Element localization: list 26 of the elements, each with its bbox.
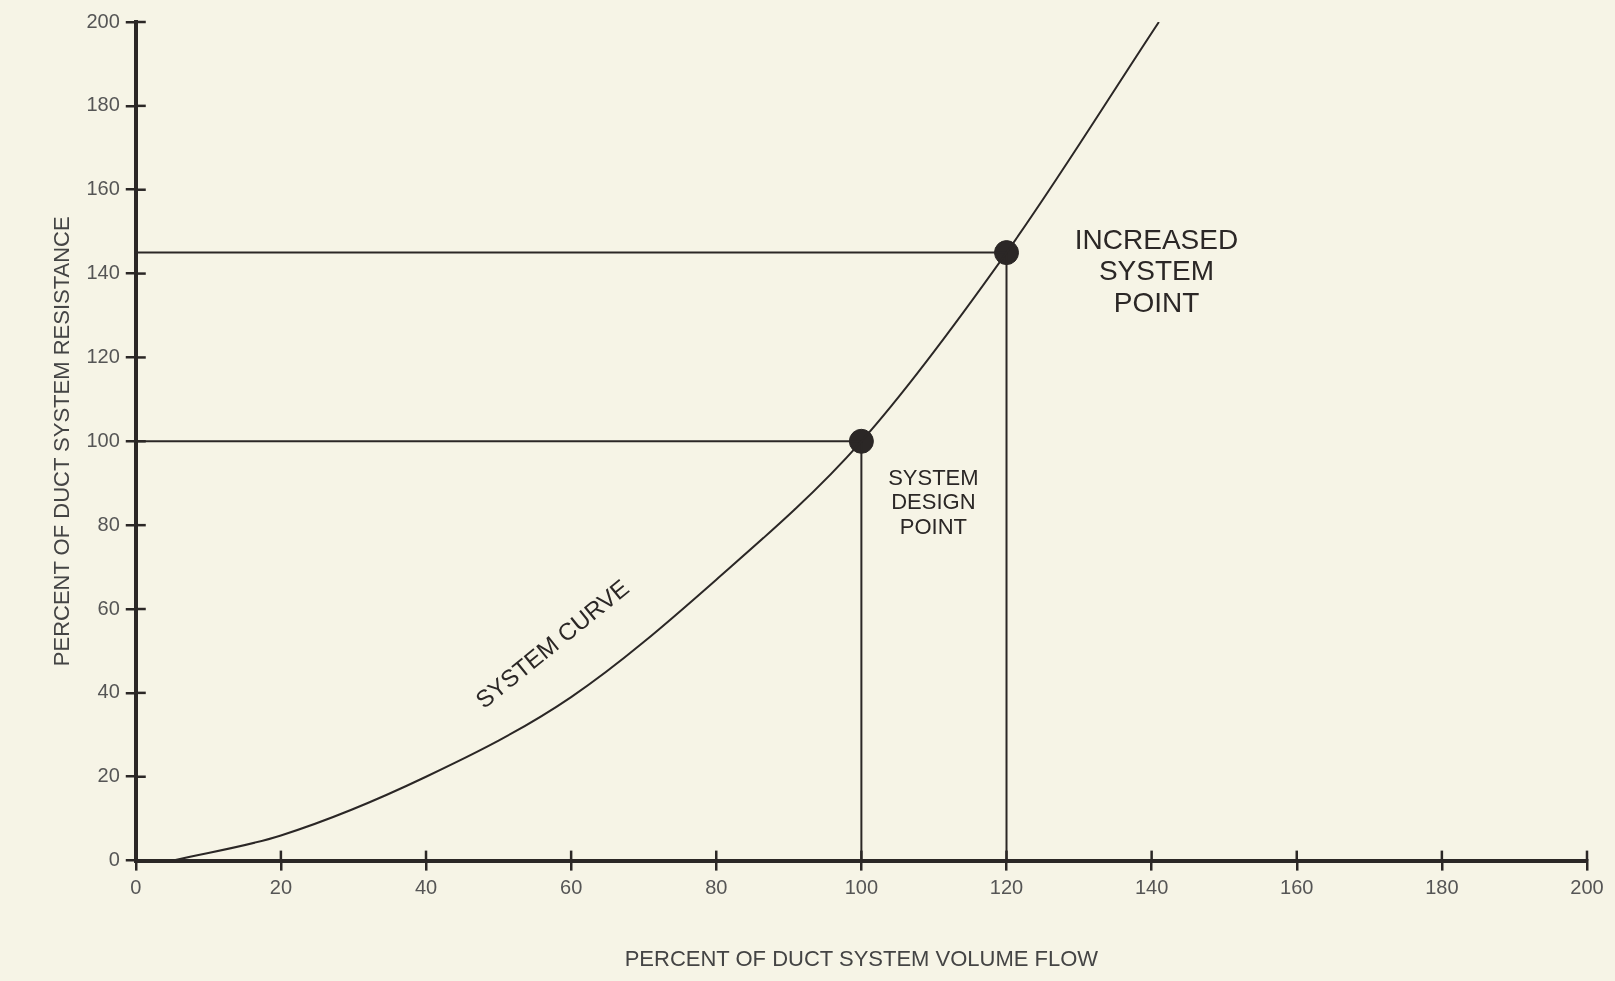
y-tick-label: 140 [86, 261, 120, 284]
annotation: INCREASED SYSTEM POINT [1074, 223, 1239, 318]
y-tick-label: 20 [97, 764, 120, 787]
annotation: SYSTEM DESIGN POINT [888, 464, 979, 539]
x-tick-label: 0 [130, 876, 142, 899]
x-tick-label: 180 [1425, 876, 1459, 899]
y-tick-label: 180 [86, 93, 120, 116]
y-tick-label: 160 [86, 177, 120, 200]
x-axis-title: PERCENT OF DUCT SYSTEM VOLUME FLOW [624, 945, 1099, 971]
y-tick-label: 0 [108, 848, 120, 871]
x-tick-label: 140 [1134, 876, 1169, 899]
y-tick-label: 120 [86, 344, 120, 367]
y-tick-label: 200 [86, 9, 120, 32]
x-tick-label: 20 [269, 876, 293, 899]
y-tick-label: 40 [97, 680, 120, 703]
x-tick-label: 40 [414, 876, 438, 899]
x-tick-label: 60 [560, 876, 583, 899]
y-tick-label: 80 [97, 512, 120, 535]
x-tick-label: 120 [989, 876, 1024, 899]
x-tick-label: 80 [705, 876, 728, 899]
x-tick-label: 160 [1280, 876, 1314, 899]
x-tick-label: 100 [844, 876, 879, 899]
x-tick-label: 200 [1570, 876, 1604, 899]
y-axis-title: PERCENT OF DUCT SYSTEM RESISTANCE [49, 216, 75, 667]
y-tick-label: 60 [97, 596, 120, 619]
y-tick-label: 100 [86, 428, 120, 451]
